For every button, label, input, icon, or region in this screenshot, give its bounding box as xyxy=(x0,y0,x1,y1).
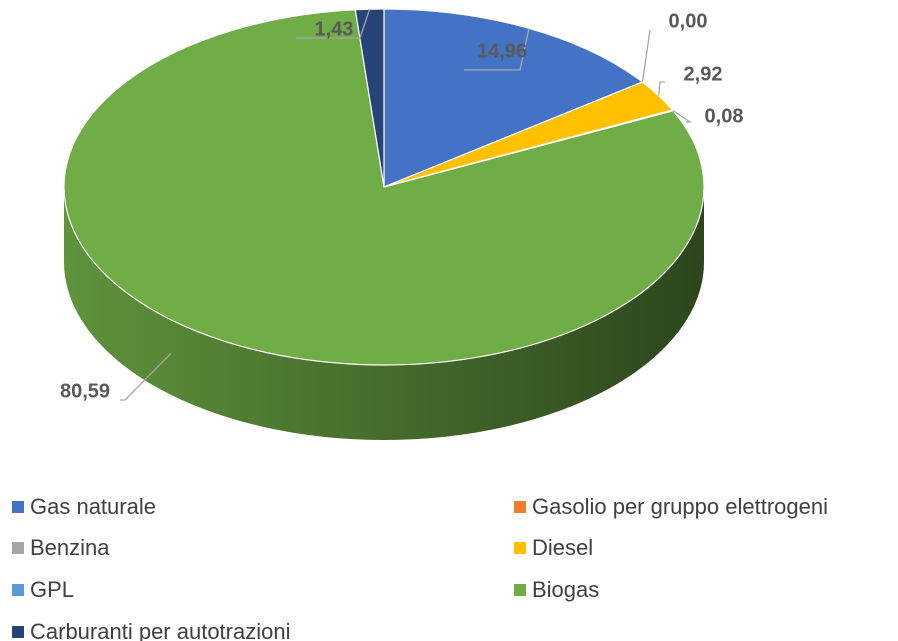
pie-sides xyxy=(64,187,704,440)
legend-swatch xyxy=(514,501,526,513)
value-label: 80,59 xyxy=(60,380,110,402)
legend: Gas naturale Gasolio per gruppo elettroge… xyxy=(12,494,828,641)
value-labels: 14,96 0,00 2,92 0,08 80,59 1,43 xyxy=(60,8,744,402)
leader-line xyxy=(672,109,693,123)
legend-swatch xyxy=(12,584,24,596)
leader-line xyxy=(296,8,371,39)
value-label: 1,43 xyxy=(315,18,354,40)
legend-swatch xyxy=(514,542,526,554)
legend-swatch xyxy=(514,584,526,596)
legend-label: Biogas xyxy=(532,577,599,602)
legend-swatch xyxy=(12,501,24,513)
legend-swatch xyxy=(12,626,24,638)
leader-line xyxy=(641,29,651,83)
leader-line xyxy=(464,28,530,71)
legend-label: Diesel xyxy=(532,535,593,560)
slice xyxy=(63,9,705,366)
legend-swatch xyxy=(12,542,24,554)
leader-line xyxy=(658,81,665,96)
legend-label: Carburanti per autotrazioni xyxy=(30,619,290,641)
value-label: 2,92 xyxy=(684,63,723,85)
value-label: 0,08 xyxy=(705,105,744,127)
legend-label: Gas naturale xyxy=(30,494,156,519)
value-label: 0,00 xyxy=(669,10,708,32)
leader-line xyxy=(120,353,172,401)
pie-tops xyxy=(63,8,705,366)
legend-label: Benzina xyxy=(30,535,110,560)
slice-side-shade xyxy=(64,187,704,440)
value-label: 14,96 xyxy=(477,40,527,62)
legend-label: Gasolio per gruppo elettrogeni xyxy=(532,494,828,519)
legend-label: GPL xyxy=(30,577,74,602)
